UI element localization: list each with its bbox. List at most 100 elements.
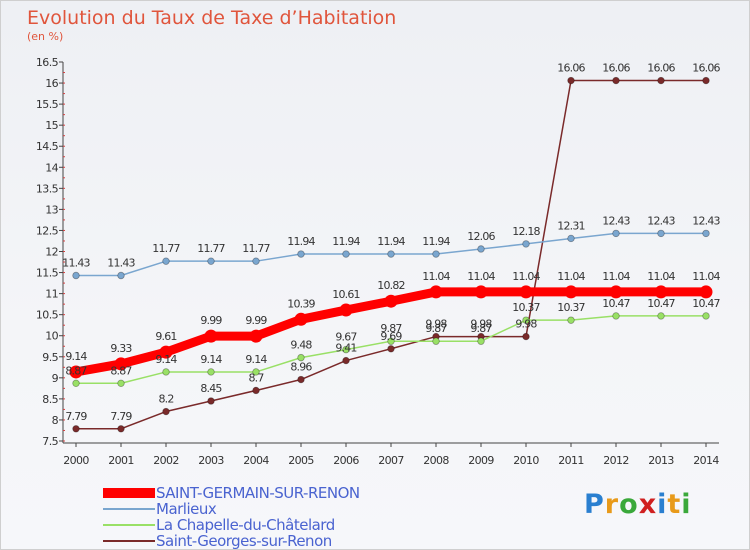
data-point [654, 285, 668, 299]
data-label: 8.96 [290, 361, 312, 374]
data-point [702, 312, 710, 320]
data-point [474, 285, 488, 299]
x-tick-label: 2001 [108, 454, 134, 467]
logo-letter: o [619, 489, 639, 520]
y-tick-label: 9 [52, 372, 59, 385]
data-label: 10.37 [512, 301, 540, 314]
legend-item: Marlieux [103, 500, 523, 518]
x-tick-label: 2008 [423, 454, 449, 467]
data-label: 9.14 [155, 353, 177, 366]
data-label: 16.06 [602, 62, 630, 75]
data-point [429, 285, 443, 299]
data-point [702, 76, 710, 85]
data-point [207, 368, 215, 376]
data-label: 8.87 [65, 364, 87, 377]
legend-swatch [103, 508, 155, 510]
data-labels: 7.79 7.798.28.458.78.969.419.699.98 9.98 9.… [62, 62, 721, 423]
data-point [699, 285, 713, 299]
y-tick-label: 8.5 [42, 393, 58, 406]
data-label: 9.98 [425, 318, 447, 331]
data-point [387, 345, 395, 353]
data-point [387, 250, 395, 258]
data-label: 8.45 [200, 382, 222, 395]
data-point [204, 329, 218, 343]
data-point [117, 271, 125, 280]
data-point [342, 356, 350, 365]
x-tick-label: 2000 [63, 454, 89, 467]
logo-letter: t [667, 489, 682, 520]
data-label: 9.98 [515, 318, 537, 331]
data-label: 12.18 [512, 225, 540, 238]
legend-swatch [103, 540, 155, 542]
x-tick-label: 2002 [153, 454, 179, 467]
data-point [567, 234, 575, 243]
y-tick-label: 16.5 [36, 56, 59, 69]
data-point [159, 345, 173, 359]
data-point [294, 312, 308, 326]
proxiti-logo: Proxiti [584, 489, 692, 520]
data-label: 10.61 [332, 288, 360, 301]
data-point [117, 379, 125, 388]
data-label: 9.69 [380, 330, 402, 343]
y-tick-label: 11.5 [36, 267, 59, 280]
y-tick-label: 16 [45, 77, 58, 90]
data-label: 10.47 [692, 297, 720, 310]
data-point [252, 386, 260, 395]
data-label: 9.14 [200, 353, 222, 366]
data-label: 9.14 [245, 353, 267, 366]
data-point [522, 240, 530, 248]
legend-swatch [103, 524, 155, 526]
logo-letter: r [604, 489, 620, 520]
data-point [72, 379, 80, 388]
logo-letter: i [657, 489, 668, 520]
data-point [612, 312, 620, 320]
y-tick-label: 15 [45, 119, 58, 132]
data-point [477, 245, 485, 253]
data-label: 9.61 [155, 330, 176, 343]
data-label: 16.06 [692, 62, 720, 75]
data-point [207, 397, 215, 405]
data-label: 9.87 [425, 322, 447, 335]
data-label: 9.14 [65, 350, 87, 363]
data-point [252, 368, 260, 376]
data-point [432, 337, 440, 345]
y-tick-label: 13.5 [36, 182, 59, 195]
data-point [432, 250, 440, 258]
data-label: 11.04 [647, 270, 675, 283]
data-label: 9.48 [290, 339, 312, 352]
x-tick-label: 2004 [243, 454, 269, 467]
data-label: 12.06 [467, 230, 495, 243]
data-label: 11.77 [152, 242, 180, 255]
data-point [477, 337, 485, 345]
data-label: 16.06 [647, 62, 675, 75]
data-label: 9.41 [335, 342, 356, 355]
data-point [72, 425, 80, 433]
y-tick-label: 8 [52, 414, 59, 427]
data-label: 10.37 [557, 301, 585, 314]
data-label: 11.94 [377, 235, 405, 248]
logo-letter: i [681, 489, 692, 520]
data-label: 11.04 [602, 270, 630, 283]
data-point [207, 257, 215, 265]
data-point [657, 229, 665, 238]
y-tick-label: 10 [45, 330, 58, 343]
data-point [297, 250, 305, 258]
data-label: 7.79 [65, 410, 87, 423]
data-label: 11.04 [422, 270, 450, 283]
data-point [162, 368, 170, 376]
data-label: 9.33 [110, 342, 132, 355]
data-point [249, 329, 263, 343]
x-tick-label: 2014 [693, 454, 719, 467]
y-tick-label: 14.5 [36, 140, 59, 153]
y-tick-label: 15.5 [36, 98, 59, 111]
y-tick-label: 7.5 [42, 435, 58, 448]
data-point [609, 285, 623, 299]
y-tick-label: 12 [45, 246, 58, 259]
data-point [342, 250, 350, 258]
data-point [114, 357, 128, 371]
data-point [387, 337, 395, 345]
legend-item: La Chapelle-du-Châtelard [103, 516, 523, 534]
x-tick-label: 2012 [603, 454, 629, 467]
data-point [69, 365, 83, 379]
